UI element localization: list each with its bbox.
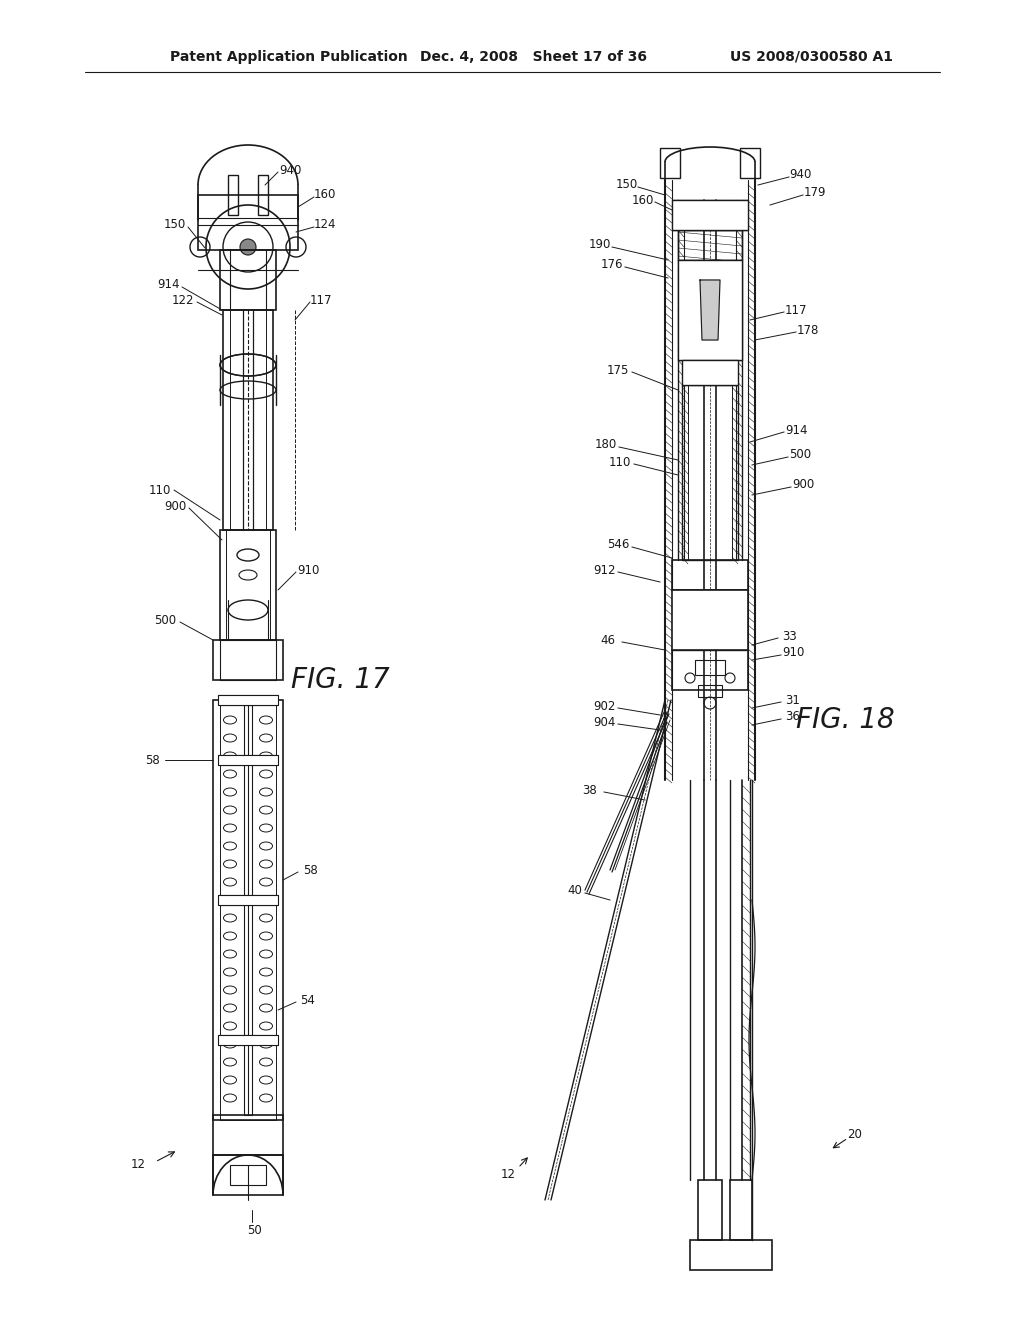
- Text: 12: 12: [130, 1159, 145, 1172]
- Bar: [660, 148, 680, 178]
- Text: 36: 36: [785, 710, 801, 723]
- Bar: [213, 1115, 283, 1155]
- Bar: [230, 1166, 266, 1185]
- Bar: [213, 700, 283, 1119]
- Bar: [218, 696, 278, 705]
- Text: 179: 179: [804, 186, 826, 199]
- Text: 20: 20: [848, 1129, 862, 1142]
- Bar: [220, 531, 276, 640]
- Text: 900: 900: [164, 500, 186, 513]
- Text: 160: 160: [313, 189, 336, 202]
- Text: 58: 58: [303, 863, 317, 876]
- Text: 50: 50: [248, 1224, 262, 1237]
- Bar: [218, 1035, 278, 1045]
- Bar: [218, 895, 278, 906]
- Text: Dec. 4, 2008   Sheet 17 of 36: Dec. 4, 2008 Sheet 17 of 36: [420, 50, 647, 63]
- Text: 902: 902: [593, 700, 615, 713]
- Text: 117: 117: [309, 293, 332, 306]
- Bar: [672, 201, 748, 230]
- Bar: [672, 649, 748, 690]
- Bar: [678, 230, 742, 260]
- Text: 914: 914: [784, 424, 807, 437]
- Bar: [688, 598, 706, 620]
- Text: 178: 178: [797, 323, 819, 337]
- Text: 38: 38: [583, 784, 597, 796]
- Bar: [213, 640, 283, 680]
- Text: 940: 940: [788, 169, 811, 181]
- Text: 910: 910: [297, 564, 319, 577]
- Bar: [682, 385, 738, 560]
- Bar: [695, 660, 725, 675]
- Bar: [698, 1180, 722, 1239]
- Bar: [198, 195, 298, 249]
- Text: 31: 31: [785, 693, 801, 706]
- Text: FIG. 18: FIG. 18: [796, 706, 894, 734]
- Text: 150: 150: [615, 178, 638, 191]
- Bar: [220, 249, 276, 310]
- Text: 124: 124: [313, 219, 336, 231]
- Text: 546: 546: [607, 539, 629, 552]
- Text: Patent Application Publication: Patent Application Publication: [170, 50, 408, 63]
- Text: 110: 110: [609, 455, 631, 469]
- Text: 176: 176: [601, 259, 624, 272]
- Bar: [223, 310, 273, 531]
- Text: US 2008/0300580 A1: US 2008/0300580 A1: [730, 50, 893, 63]
- Bar: [213, 1155, 283, 1195]
- Text: 914: 914: [157, 279, 179, 292]
- Text: 54: 54: [301, 994, 315, 1006]
- Text: 40: 40: [567, 883, 583, 896]
- Text: 117: 117: [784, 304, 807, 317]
- Text: 58: 58: [144, 754, 160, 767]
- Bar: [672, 560, 748, 590]
- Text: 904: 904: [593, 715, 615, 729]
- Text: 500: 500: [154, 614, 176, 627]
- Text: 910: 910: [781, 647, 804, 660]
- Ellipse shape: [220, 354, 276, 376]
- Polygon shape: [700, 280, 720, 341]
- Bar: [698, 685, 722, 697]
- Text: 500: 500: [788, 449, 811, 462]
- Text: 110: 110: [148, 483, 171, 496]
- Bar: [730, 1180, 752, 1239]
- Bar: [672, 590, 748, 649]
- Bar: [258, 176, 268, 215]
- Bar: [740, 148, 760, 178]
- Text: 180: 180: [595, 438, 617, 451]
- Text: 900: 900: [792, 479, 814, 491]
- Bar: [220, 700, 276, 1119]
- Bar: [690, 1239, 772, 1270]
- Text: 940: 940: [279, 164, 301, 177]
- Text: FIG. 17: FIG. 17: [291, 667, 389, 694]
- Bar: [682, 360, 738, 385]
- Bar: [244, 705, 252, 1115]
- Circle shape: [240, 239, 256, 255]
- Text: 175: 175: [607, 363, 629, 376]
- Text: 46: 46: [600, 634, 615, 647]
- Bar: [228, 176, 238, 215]
- Bar: [678, 260, 742, 360]
- Text: 190: 190: [589, 239, 611, 252]
- Text: 912: 912: [593, 564, 615, 577]
- Bar: [218, 755, 278, 766]
- Text: 33: 33: [782, 630, 798, 643]
- Text: 122: 122: [172, 293, 195, 306]
- Text: 160: 160: [632, 194, 654, 206]
- Bar: [714, 598, 732, 620]
- Bar: [220, 640, 276, 680]
- Text: 150: 150: [164, 219, 186, 231]
- Text: 12: 12: [501, 1168, 515, 1181]
